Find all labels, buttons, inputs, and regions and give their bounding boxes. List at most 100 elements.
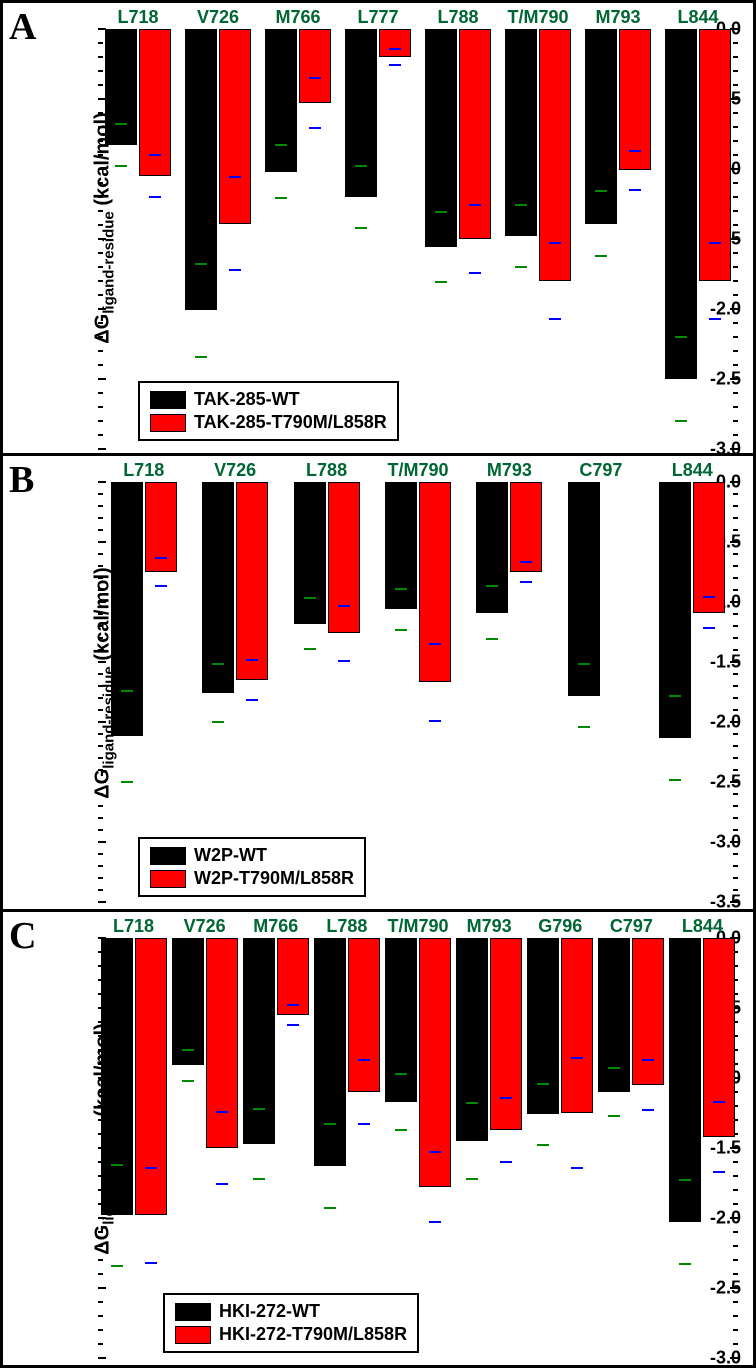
y-minor-tick xyxy=(98,877,103,879)
legend: TAK-285-WTTAK-285-T790M/L858R xyxy=(138,381,399,441)
error-cap xyxy=(145,1167,157,1169)
error-cap xyxy=(466,1178,478,1180)
residue-label: G796 xyxy=(538,916,582,937)
error-cap xyxy=(121,690,133,692)
y-minor-tick xyxy=(733,673,738,675)
residue-label: M766 xyxy=(275,7,320,28)
y-minor-tick xyxy=(733,1315,738,1317)
bar-red xyxy=(419,482,451,682)
bar-black xyxy=(101,938,133,1215)
error-cap xyxy=(435,281,447,283)
y-minor-tick xyxy=(733,140,738,142)
y-minor-tick xyxy=(733,1245,738,1247)
y-minor-tick xyxy=(98,364,103,366)
y-minor-tick xyxy=(98,853,103,855)
y-tick xyxy=(730,1147,738,1149)
error-cap xyxy=(216,1183,228,1185)
y-minor-tick xyxy=(98,1245,103,1247)
y-minor-tick xyxy=(98,1259,103,1261)
y-minor-tick xyxy=(733,613,738,615)
y-minor-tick xyxy=(98,889,103,891)
error-cap xyxy=(669,695,681,697)
y-minor-tick xyxy=(733,697,738,699)
bar-black xyxy=(265,29,297,172)
y-minor-tick xyxy=(98,322,103,324)
error-cap xyxy=(246,699,258,701)
error-cap xyxy=(275,144,287,146)
y-tick xyxy=(98,1217,106,1219)
y-minor-tick xyxy=(98,589,103,591)
y-tick xyxy=(98,841,106,843)
residue-label: L718 xyxy=(123,460,164,481)
y-minor-tick xyxy=(733,1189,738,1191)
error-cap xyxy=(466,1102,478,1104)
y-minor-tick xyxy=(733,889,738,891)
y-tick xyxy=(730,378,738,380)
y-tick xyxy=(730,1357,738,1359)
bar-red xyxy=(693,482,725,613)
y-minor-tick xyxy=(733,793,738,795)
y-minor-tick xyxy=(98,613,103,615)
error-cap xyxy=(216,1111,228,1113)
error-cap xyxy=(435,211,447,213)
y-tick xyxy=(730,238,738,240)
y-minor-tick xyxy=(98,649,103,651)
y-minor-tick xyxy=(98,553,103,555)
y-minor-tick xyxy=(733,196,738,198)
error-cap xyxy=(571,1057,583,1059)
bar-red xyxy=(348,938,380,1092)
residue-label: M793 xyxy=(467,916,512,937)
legend-swatch xyxy=(150,870,186,888)
y-minor-tick xyxy=(733,1231,738,1233)
bar-red xyxy=(299,29,331,103)
bar-red xyxy=(419,938,451,1187)
error-cap xyxy=(358,1123,370,1125)
legend-text: HKI-272-T790M/L858R xyxy=(219,1324,407,1345)
error-cap xyxy=(253,1108,265,1110)
error-cap xyxy=(515,204,527,206)
residue-label: V726 xyxy=(214,460,256,481)
y-tick xyxy=(730,28,738,30)
residue-label: V726 xyxy=(184,916,226,937)
error-cap xyxy=(111,1164,123,1166)
y-minor-tick xyxy=(98,709,103,711)
y-tick xyxy=(98,1287,106,1289)
legend-row: HKI-272-T790M/L858R xyxy=(175,1324,407,1345)
y-tick xyxy=(98,901,106,903)
error-cap xyxy=(595,190,607,192)
error-cap xyxy=(121,781,133,783)
bar-black xyxy=(111,482,143,736)
error-cap xyxy=(713,1101,725,1103)
y-tick xyxy=(98,448,106,450)
y-minor-tick xyxy=(733,517,738,519)
bar-black xyxy=(172,938,204,1065)
legend-text: W2P-T790M/L858R xyxy=(194,868,354,889)
bar-black xyxy=(585,29,617,224)
y-minor-tick xyxy=(733,709,738,711)
bar-red xyxy=(459,29,491,239)
error-cap xyxy=(515,266,527,268)
y-minor-tick xyxy=(733,505,738,507)
legend-swatch xyxy=(150,391,186,409)
error-cap xyxy=(287,1024,299,1026)
residue-label: M766 xyxy=(253,916,298,937)
legend-row: HKI-272-WT xyxy=(175,1301,407,1322)
error-cap xyxy=(155,585,167,587)
bar-black xyxy=(202,482,234,693)
y-minor-tick xyxy=(733,649,738,651)
residue-label: C797 xyxy=(579,460,622,481)
bar-red xyxy=(206,938,238,1148)
y-minor-tick xyxy=(733,685,738,687)
y-minor-tick xyxy=(733,294,738,296)
bar-red xyxy=(561,938,593,1113)
y-minor-tick xyxy=(733,420,738,422)
error-cap xyxy=(486,585,498,587)
bar-red xyxy=(135,938,167,1215)
error-cap xyxy=(149,196,161,198)
y-minor-tick xyxy=(733,406,738,408)
y-minor-tick xyxy=(98,517,103,519)
y-tick xyxy=(730,448,738,450)
y-minor-tick xyxy=(733,529,738,531)
error-cap xyxy=(395,588,407,590)
bar-red xyxy=(236,482,268,680)
